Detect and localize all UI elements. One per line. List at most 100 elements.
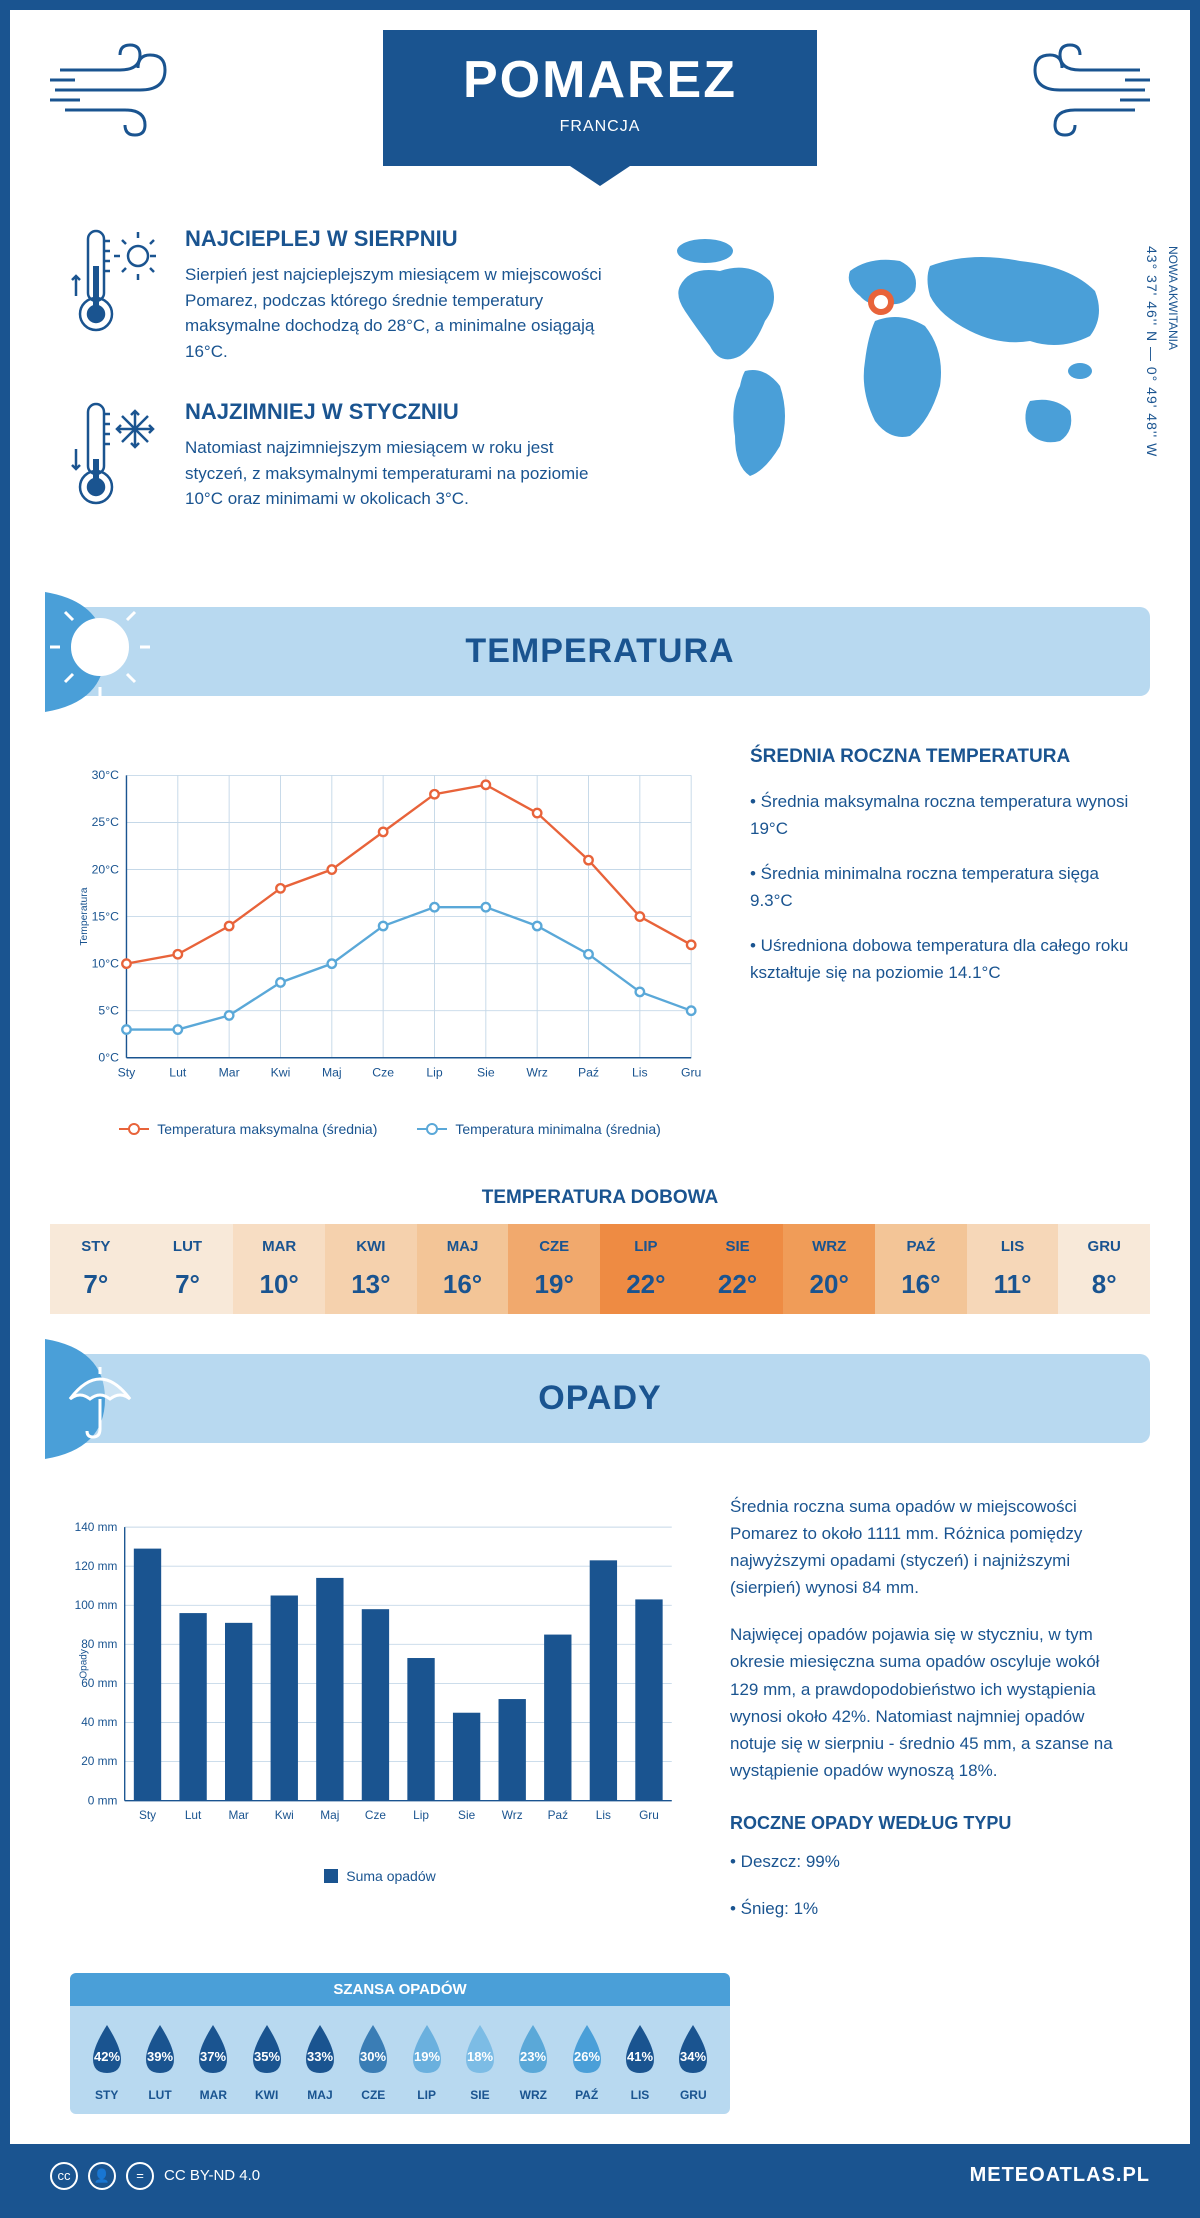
fact-cold-text: Natomiast najzimniejszym miesiącem w rok… xyxy=(185,435,610,512)
wind-icon-left xyxy=(50,40,190,140)
footer: cc 👤 = CC BY-ND 4.0 METEOATLAS.PL xyxy=(10,2144,1190,2208)
daily-cell: LUT7° xyxy=(142,1224,234,1314)
chance-drop: 33%MAJ xyxy=(293,2021,346,2102)
umbrella-icon xyxy=(45,1339,165,1459)
svg-text:20 mm: 20 mm xyxy=(81,1754,117,1768)
precip-type-title: ROCZNE OPADY WEDŁUG TYPU xyxy=(730,1809,1130,1838)
daily-cell: MAJ16° xyxy=(417,1224,509,1314)
world-map xyxy=(650,226,1130,506)
chance-drops: 42%STY39%LUT37%MAR35%KWI33%MAJ30%CZE19%L… xyxy=(70,2006,730,2114)
thermometer-hot-icon xyxy=(70,226,160,336)
svg-text:26%: 26% xyxy=(574,2049,600,2064)
svg-text:30%: 30% xyxy=(360,2049,386,2064)
svg-text:140 mm: 140 mm xyxy=(75,1519,118,1533)
svg-text:23%: 23% xyxy=(520,2049,546,2064)
svg-text:Gru: Gru xyxy=(681,1065,701,1079)
temp-stats-title: ŚREDNIA ROCZNA TEMPERATURA xyxy=(750,746,1130,768)
temp-stat-2: • Średnia minimalna roczna temperatura s… xyxy=(750,860,1130,914)
daily-cell: MAR10° xyxy=(233,1224,325,1314)
precip-p1: Średnia roczna suma opadów w miejscowośc… xyxy=(730,1493,1130,1602)
chance-drop: 42%STY xyxy=(80,2021,133,2102)
svg-text:Cze: Cze xyxy=(365,1807,386,1821)
svg-text:Mar: Mar xyxy=(219,1065,240,1079)
rain-chance-box: SZANSA OPADÓW 42%STY39%LUT37%MAR35%KWI33… xyxy=(70,1973,730,2114)
precipitation-content: 0 mm20 mm40 mm60 mm80 mm100 mm120 mm140 … xyxy=(10,1463,1190,1963)
fact-hottest: NAJCIEPLEJ W SIERPNIU Sierpień jest najc… xyxy=(70,226,610,364)
chance-drop: 35%KWI xyxy=(240,2021,293,2102)
temp-chart: 0°C5°C10°C15°C20°C25°C30°CStyLutMarKwiMa… xyxy=(70,746,710,1137)
daily-cell: KWI13° xyxy=(325,1224,417,1314)
svg-text:Sie: Sie xyxy=(458,1807,476,1821)
svg-text:Wrz: Wrz xyxy=(502,1807,523,1821)
svg-text:Kwi: Kwi xyxy=(271,1065,291,1079)
svg-text:120 mm: 120 mm xyxy=(75,1558,118,1572)
precip-legend: Suma opadów xyxy=(70,1868,690,1884)
svg-text:30°C: 30°C xyxy=(92,768,119,782)
svg-text:Sty: Sty xyxy=(118,1065,137,1079)
svg-text:15°C: 15°C xyxy=(92,909,119,923)
temp-heading: TEMPERATURA xyxy=(70,632,1130,671)
svg-text:19%: 19% xyxy=(414,2049,440,2064)
svg-text:Maj: Maj xyxy=(320,1807,339,1821)
daily-cell: PAŹ16° xyxy=(875,1224,967,1314)
intro-section: NAJCIEPLEJ W SIERPNIU Sierpień jest najc… xyxy=(10,206,1190,587)
chance-drop: 30%CZE xyxy=(347,2021,400,2102)
legend-max: Temperatura maksymalna (średnia) xyxy=(157,1121,377,1137)
chance-drop: 39%LUT xyxy=(133,2021,186,2102)
svg-text:Lis: Lis xyxy=(632,1065,648,1079)
svg-text:Sty: Sty xyxy=(139,1807,156,1821)
temp-stat-3: • Uśredniona dobowa temperatura dla całe… xyxy=(750,932,1130,986)
license-text: CC BY-ND 4.0 xyxy=(164,2167,260,2184)
chance-drop: 34%GRU xyxy=(667,2021,720,2102)
svg-text:Sie: Sie xyxy=(477,1065,495,1079)
chance-drop: 19%LIP xyxy=(400,2021,453,2102)
precip-p2: Najwięcej opadów pojawia się w styczniu,… xyxy=(730,1621,1130,1784)
license: cc 👤 = CC BY-ND 4.0 xyxy=(50,2162,260,2190)
site-name: METEOATLAS.PL xyxy=(970,2164,1150,2187)
daily-cell: SIE22° xyxy=(692,1224,784,1314)
svg-text:5°C: 5°C xyxy=(98,1003,119,1017)
svg-text:41%: 41% xyxy=(627,2049,653,2064)
daily-cell: GRU8° xyxy=(1058,1224,1150,1314)
country-subtitle: FRANCJA xyxy=(463,118,737,136)
chance-drop: 26%PAŹ xyxy=(560,2021,613,2102)
nd-icon: = xyxy=(126,2162,154,2190)
svg-text:Lip: Lip xyxy=(413,1807,429,1821)
daily-temp-table: STY7°LUT7°MAR10°KWI13°MAJ16°CZE19°LIP22°… xyxy=(50,1224,1150,1314)
fact-hot-text: Sierpień jest najcieplejszym miesiącem w… xyxy=(185,262,610,364)
svg-text:Gru: Gru xyxy=(639,1807,659,1821)
temp-stats: ŚREDNIA ROCZNA TEMPERATURA • Średnia mak… xyxy=(750,746,1130,1137)
legend-min: Temperatura minimalna (średnia) xyxy=(455,1121,660,1137)
cc-icon: cc xyxy=(50,2162,78,2190)
svg-text:40 mm: 40 mm xyxy=(81,1715,117,1729)
map-column: 43° 37' 46'' N — 0° 49' 48'' W NOWA AKWI… xyxy=(650,226,1130,547)
chance-title: SZANSA OPADÓW xyxy=(70,1973,730,2006)
svg-text:20°C: 20°C xyxy=(92,862,119,876)
legend-sum: Suma opadów xyxy=(346,1868,436,1884)
fact-coldest: NAJZIMNIEJ W STYCZNIU Natomiast najzimni… xyxy=(70,399,610,512)
svg-text:Wrz: Wrz xyxy=(526,1065,548,1079)
daily-cell: LIP22° xyxy=(600,1224,692,1314)
daily-temp-title: TEMPERATURA DOBOWA xyxy=(10,1187,1190,1209)
svg-text:18%: 18% xyxy=(467,2049,493,2064)
header: POMAREZ FRANCJA xyxy=(10,10,1190,206)
page: POMAREZ FRANCJA xyxy=(0,0,1200,2218)
chance-drop: 37%MAR xyxy=(187,2021,240,2102)
svg-text:100 mm: 100 mm xyxy=(75,1597,118,1611)
title-banner: POMAREZ FRANCJA xyxy=(383,30,817,166)
temp-section-header: TEMPERATURA xyxy=(50,607,1150,696)
svg-text:35%: 35% xyxy=(254,2049,280,2064)
svg-text:Paź: Paź xyxy=(548,1807,568,1821)
svg-text:80 mm: 80 mm xyxy=(81,1636,117,1650)
daily-cell: WRZ20° xyxy=(783,1224,875,1314)
svg-text:25°C: 25°C xyxy=(92,815,119,829)
precip-section-header: OPADY xyxy=(50,1354,1150,1443)
region-label: NOWA AKWITANIA xyxy=(1166,246,1180,350)
svg-text:Cze: Cze xyxy=(372,1065,394,1079)
by-icon: 👤 xyxy=(88,2162,116,2190)
daily-cell: LIS11° xyxy=(967,1224,1059,1314)
precip-type-2: • Śnieg: 1% xyxy=(730,1895,1130,1922)
svg-text:37%: 37% xyxy=(200,2049,226,2064)
thermometer-cold-icon xyxy=(70,399,160,509)
fact-hot-title: NAJCIEPLEJ W SIERPNIU xyxy=(185,226,610,252)
